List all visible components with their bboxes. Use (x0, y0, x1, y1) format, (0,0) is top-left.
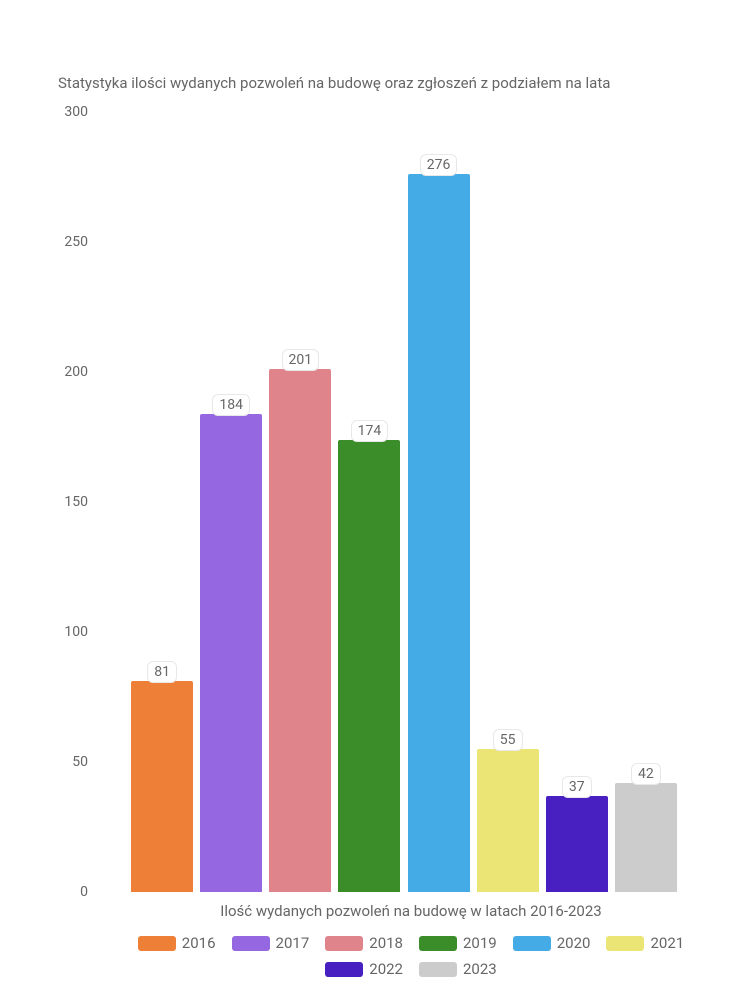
bar-value-label: 55 (493, 729, 523, 751)
bar-value-label: 42 (631, 763, 661, 785)
legend-item: 2022 (325, 960, 403, 978)
legend-swatch (606, 936, 644, 951)
legend-item: 2019 (419, 934, 497, 952)
legend-label: 2021 (650, 934, 684, 952)
legend-label: 2023 (463, 960, 497, 978)
bars-area: 81 184 201 174 276 55 37 42 (94, 112, 714, 892)
bar (408, 174, 470, 892)
legend-item: 2023 (419, 960, 497, 978)
y-tick: 200 (64, 364, 88, 380)
bar-value-label: 81 (147, 661, 177, 683)
y-tick: 100 (64, 624, 88, 640)
y-tick: 0 (80, 884, 88, 900)
y-tick: 300 (64, 104, 88, 120)
legend-item: 2018 (325, 934, 403, 952)
y-tick: 250 (64, 234, 88, 250)
bar-value-label: 37 (562, 776, 592, 798)
bar-wrapper: 276 (408, 154, 470, 892)
legend-item: 2017 (232, 934, 310, 952)
bar (477, 749, 539, 892)
bar-wrapper: 37 (546, 776, 608, 892)
legend-swatch (325, 936, 363, 951)
legend-swatch (232, 936, 270, 951)
bar (615, 783, 677, 892)
plot-area: 050100150200250300 81184201174276553742 (94, 112, 714, 892)
bar (200, 414, 262, 892)
legend: 2016 2017 2018 2019 2020 2021 2022 2023 (94, 934, 728, 978)
legend-item: 2020 (513, 934, 591, 952)
bar-wrapper: 174 (338, 420, 400, 892)
bar-wrapper: 184 (200, 394, 262, 892)
bar-value-label: 276 (420, 154, 458, 176)
legend-swatch (419, 936, 457, 951)
legend-item: 2016 (138, 934, 216, 952)
bar (269, 369, 331, 892)
bar-value-label: 174 (351, 420, 389, 442)
legend-swatch (419, 962, 457, 977)
bar (131, 681, 193, 892)
chart-container: Statystyka ilości wydanych pozwoleń na b… (58, 74, 728, 974)
legend-swatch (138, 936, 176, 951)
y-tick: 150 (64, 494, 88, 510)
bar-wrapper: 42 (615, 763, 677, 892)
x-axis-label: Ilość wydanych pozwoleń na budowę w lata… (94, 902, 728, 920)
chart-title: Statystyka ilości wydanych pozwoleń na b… (58, 74, 728, 92)
legend-swatch (325, 962, 363, 977)
bar-wrapper: 81 (131, 661, 193, 892)
legend-label: 2016 (182, 934, 216, 952)
legend-label: 2017 (276, 934, 310, 952)
bar-value-label: 201 (282, 349, 320, 371)
bar (546, 796, 608, 892)
y-tick: 50 (72, 754, 88, 770)
legend-label: 2022 (369, 960, 403, 978)
legend-swatch (513, 936, 551, 951)
bar-value-label: 184 (212, 394, 250, 416)
legend-item: 2021 (606, 934, 684, 952)
bar (338, 440, 400, 892)
bar-wrapper: 55 (477, 729, 539, 892)
legend-label: 2019 (463, 934, 497, 952)
bar-wrapper: 201 (269, 349, 331, 892)
legend-label: 2020 (557, 934, 591, 952)
y-axis: 050100150200250300 (58, 112, 94, 892)
legend-label: 2018 (369, 934, 403, 952)
